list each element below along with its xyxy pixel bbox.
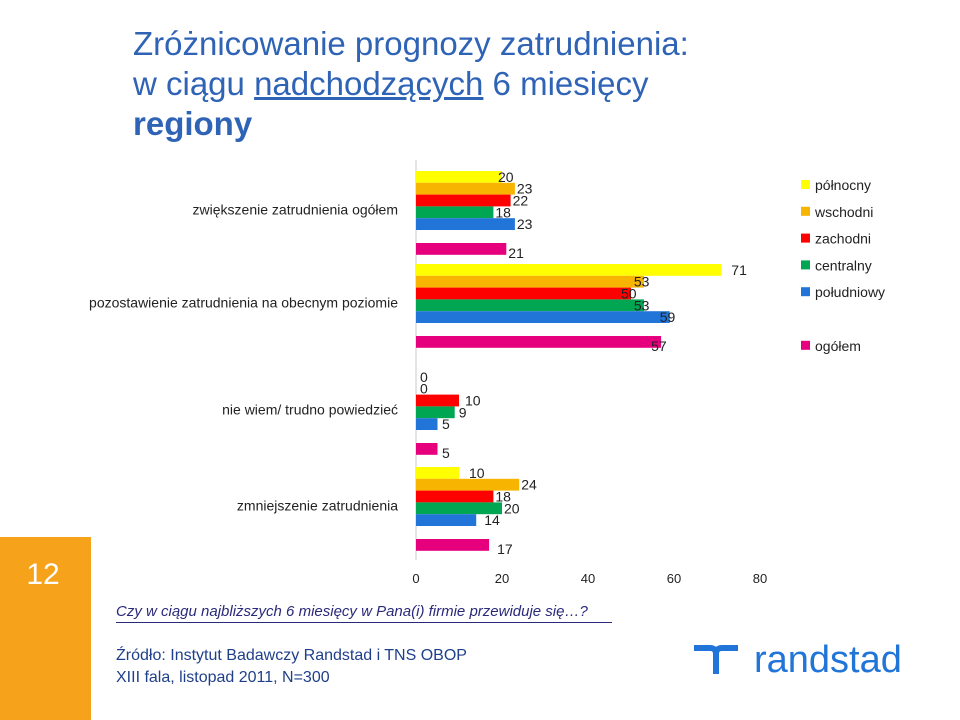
data-label: 18 (495, 489, 511, 505)
legend-swatch-centralny (801, 260, 810, 270)
bar-północny (416, 171, 502, 183)
data-label: 10 (469, 465, 485, 481)
bar-centralny (416, 406, 455, 419)
title-line-3: regiony (133, 105, 253, 142)
bar-wschodni (416, 478, 520, 491)
bar-centralny (416, 299, 644, 312)
bar-południowy (416, 311, 670, 323)
bar-północny (416, 264, 722, 276)
source-line-2: XIII fala, listopad 2011, N=300 (116, 669, 330, 686)
data-label: 5 (442, 416, 450, 432)
bar-zachodni (416, 194, 511, 207)
legend-label: północny (815, 177, 871, 193)
question-underline (116, 622, 612, 623)
data-label: 0 (420, 369, 428, 385)
bar-południowy (416, 218, 515, 230)
data-label: 53 (634, 274, 650, 290)
data-label: 20 (504, 500, 520, 516)
title-line-2-underlined: nadchodzących (254, 65, 484, 102)
bar-zachodni (416, 490, 494, 503)
page-number: 12 (26, 558, 60, 591)
data-label: 21 (508, 245, 524, 261)
x-tick-label: 80 (753, 571, 767, 586)
bar-ogółem (416, 336, 662, 348)
bar-wschodni (416, 182, 515, 195)
legend-swatch-północny (801, 180, 810, 189)
data-label: 14 (484, 512, 500, 528)
bar-zachodni (416, 394, 459, 407)
legend-label: zachodni (815, 231, 871, 247)
x-tick-label: 40 (581, 571, 595, 586)
data-label: 57 (651, 338, 667, 354)
data-label: 71 (731, 262, 747, 278)
title-line-2-suffix: 6 miesięcy (483, 65, 649, 102)
legend-label: centralny (815, 257, 872, 273)
category-label: zmniejszenie zatrudnienia (237, 497, 398, 513)
legend-swatch-wschodni (801, 206, 810, 216)
bar-centralny (416, 206, 494, 219)
data-label: 22 (513, 193, 529, 209)
title-line-2-prefix: w ciągu (133, 65, 255, 102)
legend-label: południowy (815, 284, 885, 300)
data-label: 10 (465, 393, 481, 409)
category-label: pozostawienie zatrudnienia na obecnym po… (89, 294, 398, 310)
bar-chart: 0 20 40 60 80 zwiększenie zatrudnienia ogółem… (89, 160, 885, 586)
data-label: 59 (660, 309, 676, 325)
title-line-1: Zróżnicowanie prognozy zatrudnienia: (133, 25, 689, 62)
data-label: 5 (442, 445, 450, 461)
bar-zachodni (416, 287, 631, 300)
legend-swatch-zachodni (801, 233, 810, 243)
x-tick-label: 0 (412, 571, 419, 586)
x-tick-label: 20 (495, 571, 509, 586)
bar-ogółem (416, 539, 490, 551)
bar-południowy (416, 514, 477, 526)
legend-label: wschodni (814, 204, 873, 220)
source-line-1: Źródło: Instytut Badawczy Randstad i TNS… (116, 647, 467, 664)
bar-południowy (416, 418, 438, 430)
data-label: 53 (634, 297, 650, 313)
randstad-logo-text: randstad (754, 639, 902, 681)
title-line-2: w ciągu nadchodzących 6 miesięcy (133, 64, 689, 104)
page-title: Zróżnicowanie prognozy zatrudnienia: w c… (133, 24, 689, 144)
bar-wschodni (416, 275, 644, 288)
data-label: 0 (420, 381, 428, 397)
data-label: 50 (621, 286, 637, 302)
data-label: 23 (517, 181, 533, 197)
category-label: zwiększenie zatrudnienia ogółem (193, 201, 398, 217)
legend-swatch-ogółem (801, 340, 810, 350)
legend-label: ogółem (815, 338, 861, 354)
bar-ogółem (416, 243, 507, 255)
randstad-logo: randstad (694, 639, 902, 681)
data-label: 18 (495, 204, 511, 220)
data-label: 24 (521, 477, 537, 493)
data-label: 20 (498, 169, 514, 185)
data-label: 23 (517, 216, 533, 232)
x-tick-label: 60 (667, 571, 681, 586)
legend-swatch-południowy (801, 287, 810, 297)
page-number-panel (0, 537, 91, 720)
data-label: 17 (497, 541, 513, 557)
survey-question: Czy w ciągu najbliższych 6 miesięcy w Pa… (116, 603, 588, 620)
source-note: Źródło: Instytut Badawczy Randstad i TNS… (116, 645, 467, 689)
bar-północny (416, 467, 459, 479)
category-label: nie wiem/ trudno powiedzieć (222, 401, 398, 417)
data-label: 9 (459, 404, 467, 420)
randstad-logo-mark (694, 645, 738, 674)
bar-ogółem (416, 443, 438, 455)
bar-centralny (416, 502, 502, 515)
